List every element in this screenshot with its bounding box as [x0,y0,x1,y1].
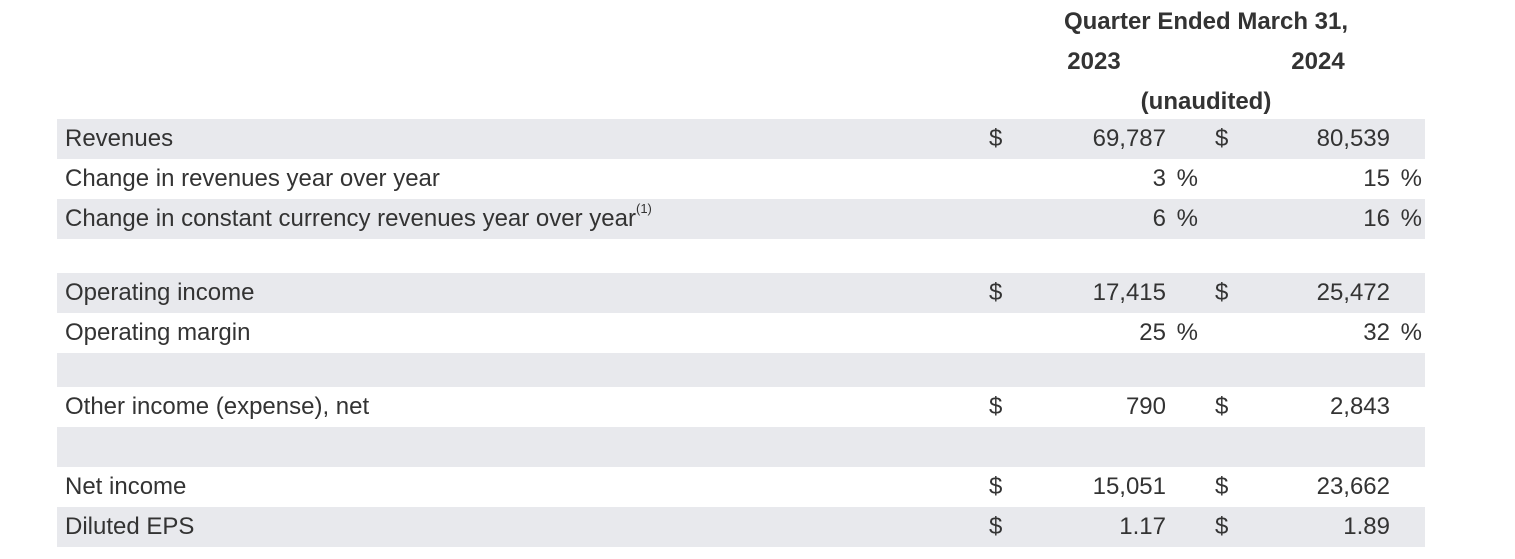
value-2024: 15 [1363,165,1390,192]
footnote-marker: (1) [635,201,652,216]
value-2023: 1.17 [1119,513,1166,540]
year-header-2023: 2023 [1067,48,1121,75]
table-row-net-income: Net income $ 15,051 $ 23,662 [57,467,1425,507]
period-header: Quarter Ended March 31, [1063,8,1349,35]
table-row-constant-currency-change: Change in constant currency revenues yea… [57,199,1425,239]
table-row-operating-income: Operating income $ 17,415 $ 25,472 [57,273,1425,313]
percent-sign: % [1176,205,1198,232]
value-2024: 2,843 [1329,393,1390,420]
value-2023: 3 [1152,165,1166,192]
row-label: Change in constant currency revenues yea… [65,201,652,233]
currency-symbol: $ [1215,279,1229,306]
value-2023: 15,051 [1092,473,1166,500]
row-label: Revenues [65,125,174,152]
currency-symbol: $ [1215,513,1229,540]
table-row-operating-margin: Operating margin 25 % 32 % [57,313,1425,353]
value-2023: 69,787 [1092,125,1166,152]
row-label: Operating income [65,279,255,306]
unaudited-note: (unaudited) [1140,88,1272,115]
row-label: Change in revenues year over year [65,165,440,192]
currency-symbol: $ [989,513,1003,540]
value-2023: 25 [1139,319,1166,346]
percent-sign: % [1176,319,1198,346]
row-label-text: Change in constant currency revenues yea… [65,205,636,232]
percent-sign: % [1176,165,1198,192]
row-label: Other income (expense), net [65,393,370,420]
value-2024: 1.89 [1343,513,1390,540]
currency-symbol: $ [1215,393,1229,420]
currency-symbol: $ [989,279,1003,306]
value-2024: 23,662 [1316,473,1390,500]
currency-symbol: $ [989,473,1003,500]
year-header-2024: 2024 [1291,48,1345,75]
currency-symbol: $ [1215,473,1229,500]
table-row-revenue-change: Change in revenues year over year 3 % 15… [57,159,1425,199]
currency-symbol: $ [989,125,1003,152]
table-row-other-income: Other income (expense), net $ 790 $ 2,84… [57,387,1425,427]
currency-symbol: $ [989,393,1003,420]
value-2023: 790 [1125,393,1166,420]
currency-symbol: $ [1215,125,1229,152]
table-row-diluted-eps: Diluted EPS $ 1.17 $ 1.89 [57,507,1425,547]
value-2023: 6 [1152,205,1166,232]
spacer-row [57,427,1425,467]
value-2024: 32 [1363,319,1390,346]
value-2024: 16 [1363,205,1390,232]
spacer-row [57,353,1425,387]
row-label: Operating margin [65,319,251,346]
percent-sign: % [1400,319,1422,346]
table-row-revenues: Revenues $ 69,787 $ 80,539 [57,119,1425,159]
row-label: Net income [65,473,187,500]
percent-sign: % [1400,205,1422,232]
value-2024: 25,472 [1316,279,1390,306]
value-2024: 80,539 [1316,125,1390,152]
value-2023: 17,415 [1092,279,1166,306]
percent-sign: % [1400,165,1422,192]
row-label: Diluted EPS [65,513,195,540]
